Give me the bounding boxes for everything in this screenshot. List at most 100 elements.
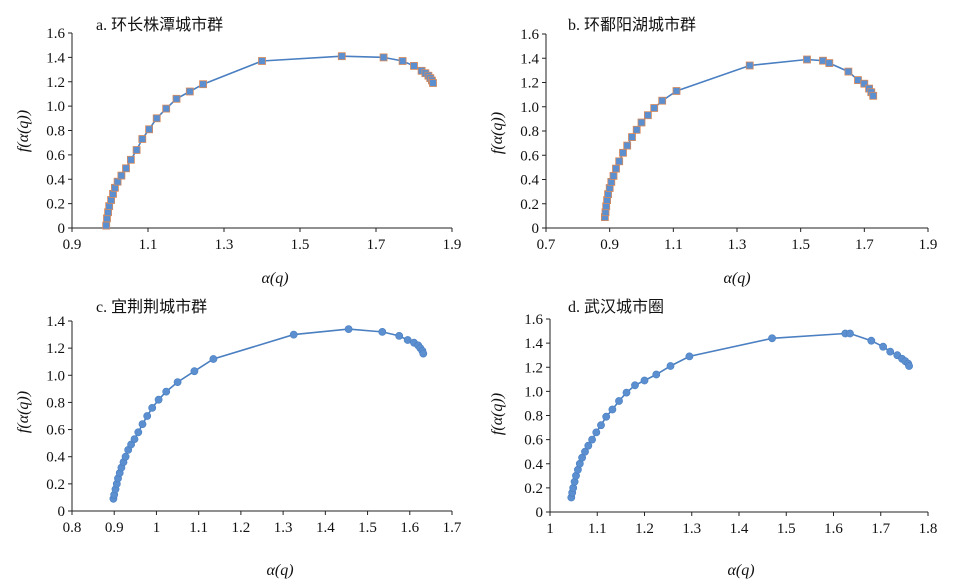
- data-point: [619, 148, 627, 157]
- x-tick-label: 1.3: [682, 521, 701, 537]
- data-point: [419, 349, 428, 358]
- x-tick-label: 0.9: [63, 237, 82, 253]
- x-tick-label: 1.6: [400, 520, 419, 536]
- plot-area: 0 0.2 0.4 0.6 0.8 1.0 1.2 1.4 1.6 0.9 1.1 1.3 1.5 1.7…: [46, 26, 461, 253]
- x-axis-label: α(q): [727, 562, 754, 579]
- data-point: [172, 94, 181, 103]
- x-tick-label: 1.3: [274, 520, 293, 536]
- data-point: [102, 221, 111, 230]
- data-point: [162, 104, 171, 113]
- y-tick-label: 0.2: [46, 197, 65, 213]
- y-tick-label: 0.8: [46, 124, 65, 140]
- chart-panel-a: a. 环长株潭城市群 α(q) f(α(q)) 0 0.2 0.4 0.6 0.8 1.0…: [0, 0, 476, 290]
- x-axis-label: α(q): [261, 270, 288, 287]
- chart-panel-b: b. 环鄱阳湖城市群 α(q) f(α(q)) 0 0.2 0.4 0.6 0.8 1.0…: [476, 0, 952, 290]
- data-point: [643, 111, 652, 120]
- y-tick-label: 1.0: [46, 368, 65, 384]
- data-point: [134, 428, 143, 437]
- y-tick-label: 0: [58, 504, 66, 520]
- plot-area: 0 0.2 0.4 0.6 0.8 1.0 1.2 1.4 1.6 0.7 0.9 1.1 1.3 1.5…: [520, 27, 937, 253]
- y-tick-label: 0.4: [524, 457, 543, 473]
- data-point: [886, 347, 895, 356]
- data-point: [622, 388, 631, 397]
- x-tick-label: 1.7: [367, 237, 386, 253]
- x-tick-label: 1.8: [919, 521, 938, 537]
- x-tick-label: 1: [546, 521, 554, 537]
- data-point: [337, 52, 346, 61]
- x-tick-label: 1.1: [588, 521, 607, 537]
- plot-area: 0 0.2 0.4 0.6 0.8 1.0 1.2 1.4 1.6 1 1.1 1.2 1.3 1.4 1.…: [524, 312, 937, 537]
- data-point: [344, 325, 353, 333]
- y-tick-label: 1.4: [524, 336, 543, 352]
- y-tick-label: 0.2: [520, 197, 539, 213]
- y-tick-label: 0.2: [46, 477, 65, 493]
- data-point: [395, 332, 404, 340]
- data-point: [584, 441, 593, 450]
- y-tick-label: 1.6: [524, 312, 543, 328]
- y-tick-label: 0: [58, 221, 66, 237]
- x-axis-label: α(q): [723, 270, 750, 287]
- data-point: [612, 164, 620, 173]
- x-tick-label: 1.7: [443, 520, 462, 536]
- data-point: [615, 157, 624, 166]
- y-tick-label: 0: [532, 221, 540, 237]
- y-tick-label: 1.6: [46, 26, 65, 42]
- data-point: [597, 421, 605, 430]
- chart-panel-d: d. 武汉城市圈 α(q) f(α(q)) 0 0.2 0.4 0.6 0.8 1.0 1.…: [476, 290, 952, 580]
- x-tick-label: 1.4: [730, 521, 749, 537]
- chart-panel-c: c. 宜荆荆城市群 α(q) f(α(q)) 0 0.2 0.4 0.6 0.8 1.0 1…: [0, 290, 476, 580]
- data-point: [631, 381, 639, 390]
- x-tick-label: 0.9: [600, 237, 619, 253]
- x-tick-label: 1.6: [824, 521, 843, 537]
- data-point: [190, 367, 199, 376]
- chart-title: d. 武汉城市圈: [568, 298, 664, 316]
- data-point: [410, 62, 418, 70]
- y-tick-label: 0.6: [46, 423, 65, 439]
- data-point: [592, 428, 601, 437]
- data-point: [640, 376, 649, 385]
- plot-area: 0 0.2 0.4 0.6 0.8 1.0 1.2 1.4 0.8 0.9 1 1.1 1.2 1.3 1.…: [46, 314, 462, 536]
- x-tick-label: 1.3: [215, 237, 234, 253]
- chart-svg-b: b. 环鄱阳湖城市群 α(q) f(α(q)) 0 0.2 0.4 0.6 0.8 1.0…: [489, 16, 937, 287]
- data-point: [199, 80, 208, 89]
- data-point: [609, 171, 618, 180]
- data-point: [148, 404, 157, 412]
- x-tick-label: 1.5: [291, 237, 310, 253]
- y-tick-label: 0.8: [524, 409, 543, 425]
- data-point: [429, 79, 437, 87]
- data-point: [637, 118, 646, 127]
- data-point: [379, 53, 388, 62]
- data-point: [185, 87, 194, 96]
- x-tick-label: 1.4: [316, 520, 335, 536]
- x-tick-label: 1.5: [358, 520, 377, 536]
- series-line: [604, 58, 874, 218]
- chart-title: a. 环长株潭城市群: [96, 16, 223, 34]
- data-point: [745, 61, 754, 70]
- y-axis-label: f(α(q)): [15, 391, 32, 433]
- data-point: [602, 412, 611, 421]
- x-tick-label: 1.3: [728, 237, 747, 253]
- data-point: [860, 79, 869, 88]
- data-point: [581, 447, 589, 456]
- data-point: [162, 387, 171, 396]
- data-point: [632, 125, 641, 134]
- data-point: [658, 96, 667, 105]
- y-tick-label: 1.0: [520, 100, 539, 116]
- series-line: [112, 328, 425, 499]
- y-tick-label: 1.4: [46, 314, 65, 330]
- data-point: [127, 155, 135, 164]
- data-point: [623, 141, 632, 150]
- data-point: [867, 336, 876, 345]
- data-point: [608, 405, 617, 414]
- chart-svg-d: d. 武汉城市圈 α(q) f(α(q)) 0 0.2 0.4 0.6 0.8 1.0 1.…: [489, 298, 937, 579]
- series-line: [105, 55, 434, 226]
- data-point: [615, 397, 623, 405]
- x-tick-label: 1.7: [871, 521, 890, 537]
- data-point: [652, 370, 661, 379]
- series-line: [570, 332, 910, 498]
- data-point: [132, 146, 141, 154]
- data-point: [803, 55, 811, 64]
- y-tick-label: 1.6: [520, 27, 539, 43]
- data-point: [825, 59, 834, 67]
